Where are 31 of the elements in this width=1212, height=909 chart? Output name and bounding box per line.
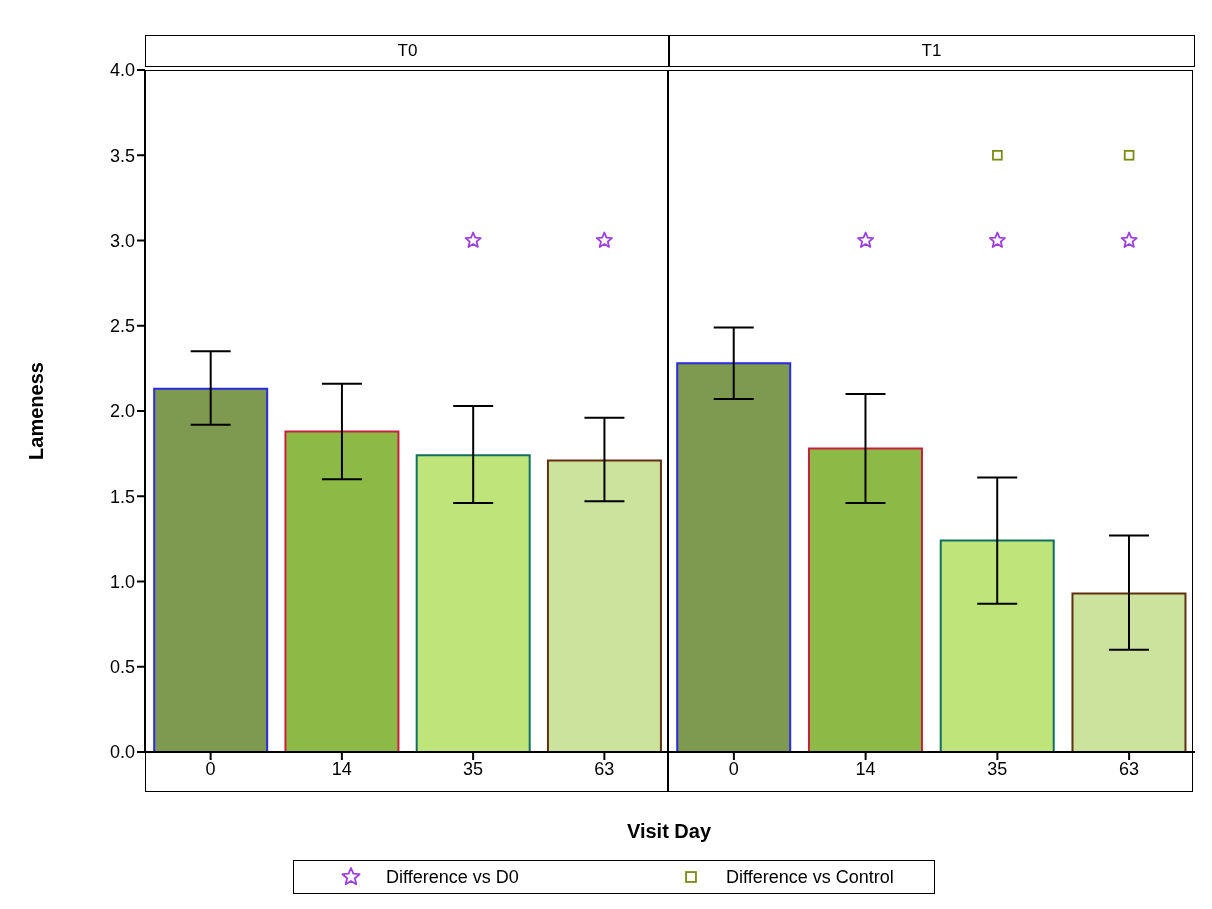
y-tick-label: 0.5	[109, 657, 135, 678]
y-tick-label: 1.0	[109, 571, 135, 592]
bar	[284, 430, 400, 752]
x-tick-label: 35	[463, 758, 484, 779]
bar	[807, 447, 923, 752]
x-tick-label: 63	[1119, 758, 1140, 779]
bar	[939, 539, 1055, 752]
y-tick-label: 2.0	[109, 401, 135, 422]
y-tick-label: 3.0	[109, 230, 135, 251]
y-tick-label: 1.5	[109, 486, 135, 507]
y-tick-label: 3.5	[109, 145, 135, 166]
x-tick-label: 14	[855, 758, 876, 779]
y-tick-label: 2.5	[109, 316, 135, 337]
x-tick-label: 0	[728, 758, 739, 779]
y-axis-title: Lameness	[25, 362, 48, 460]
x-tick-label: 35	[987, 758, 1008, 779]
x-tick-label: 63	[594, 758, 615, 779]
chart-title: T1	[668, 35, 1195, 67]
y-tick-label: 0.0	[109, 742, 135, 763]
legend-label: Difference vs Control	[726, 866, 894, 888]
legend-label: Difference vs D0	[386, 866, 519, 888]
chart-title: T0	[145, 35, 670, 67]
y-tick-label: 4.0	[109, 60, 135, 81]
bar	[676, 362, 792, 752]
bar	[1071, 592, 1187, 752]
x-tick-label: 0	[205, 758, 216, 779]
x-axis-title: Visit Day	[625, 820, 713, 843]
bar	[415, 454, 531, 752]
x-tick-label: 14	[331, 758, 352, 779]
bar	[546, 459, 662, 752]
bar	[153, 387, 269, 752]
